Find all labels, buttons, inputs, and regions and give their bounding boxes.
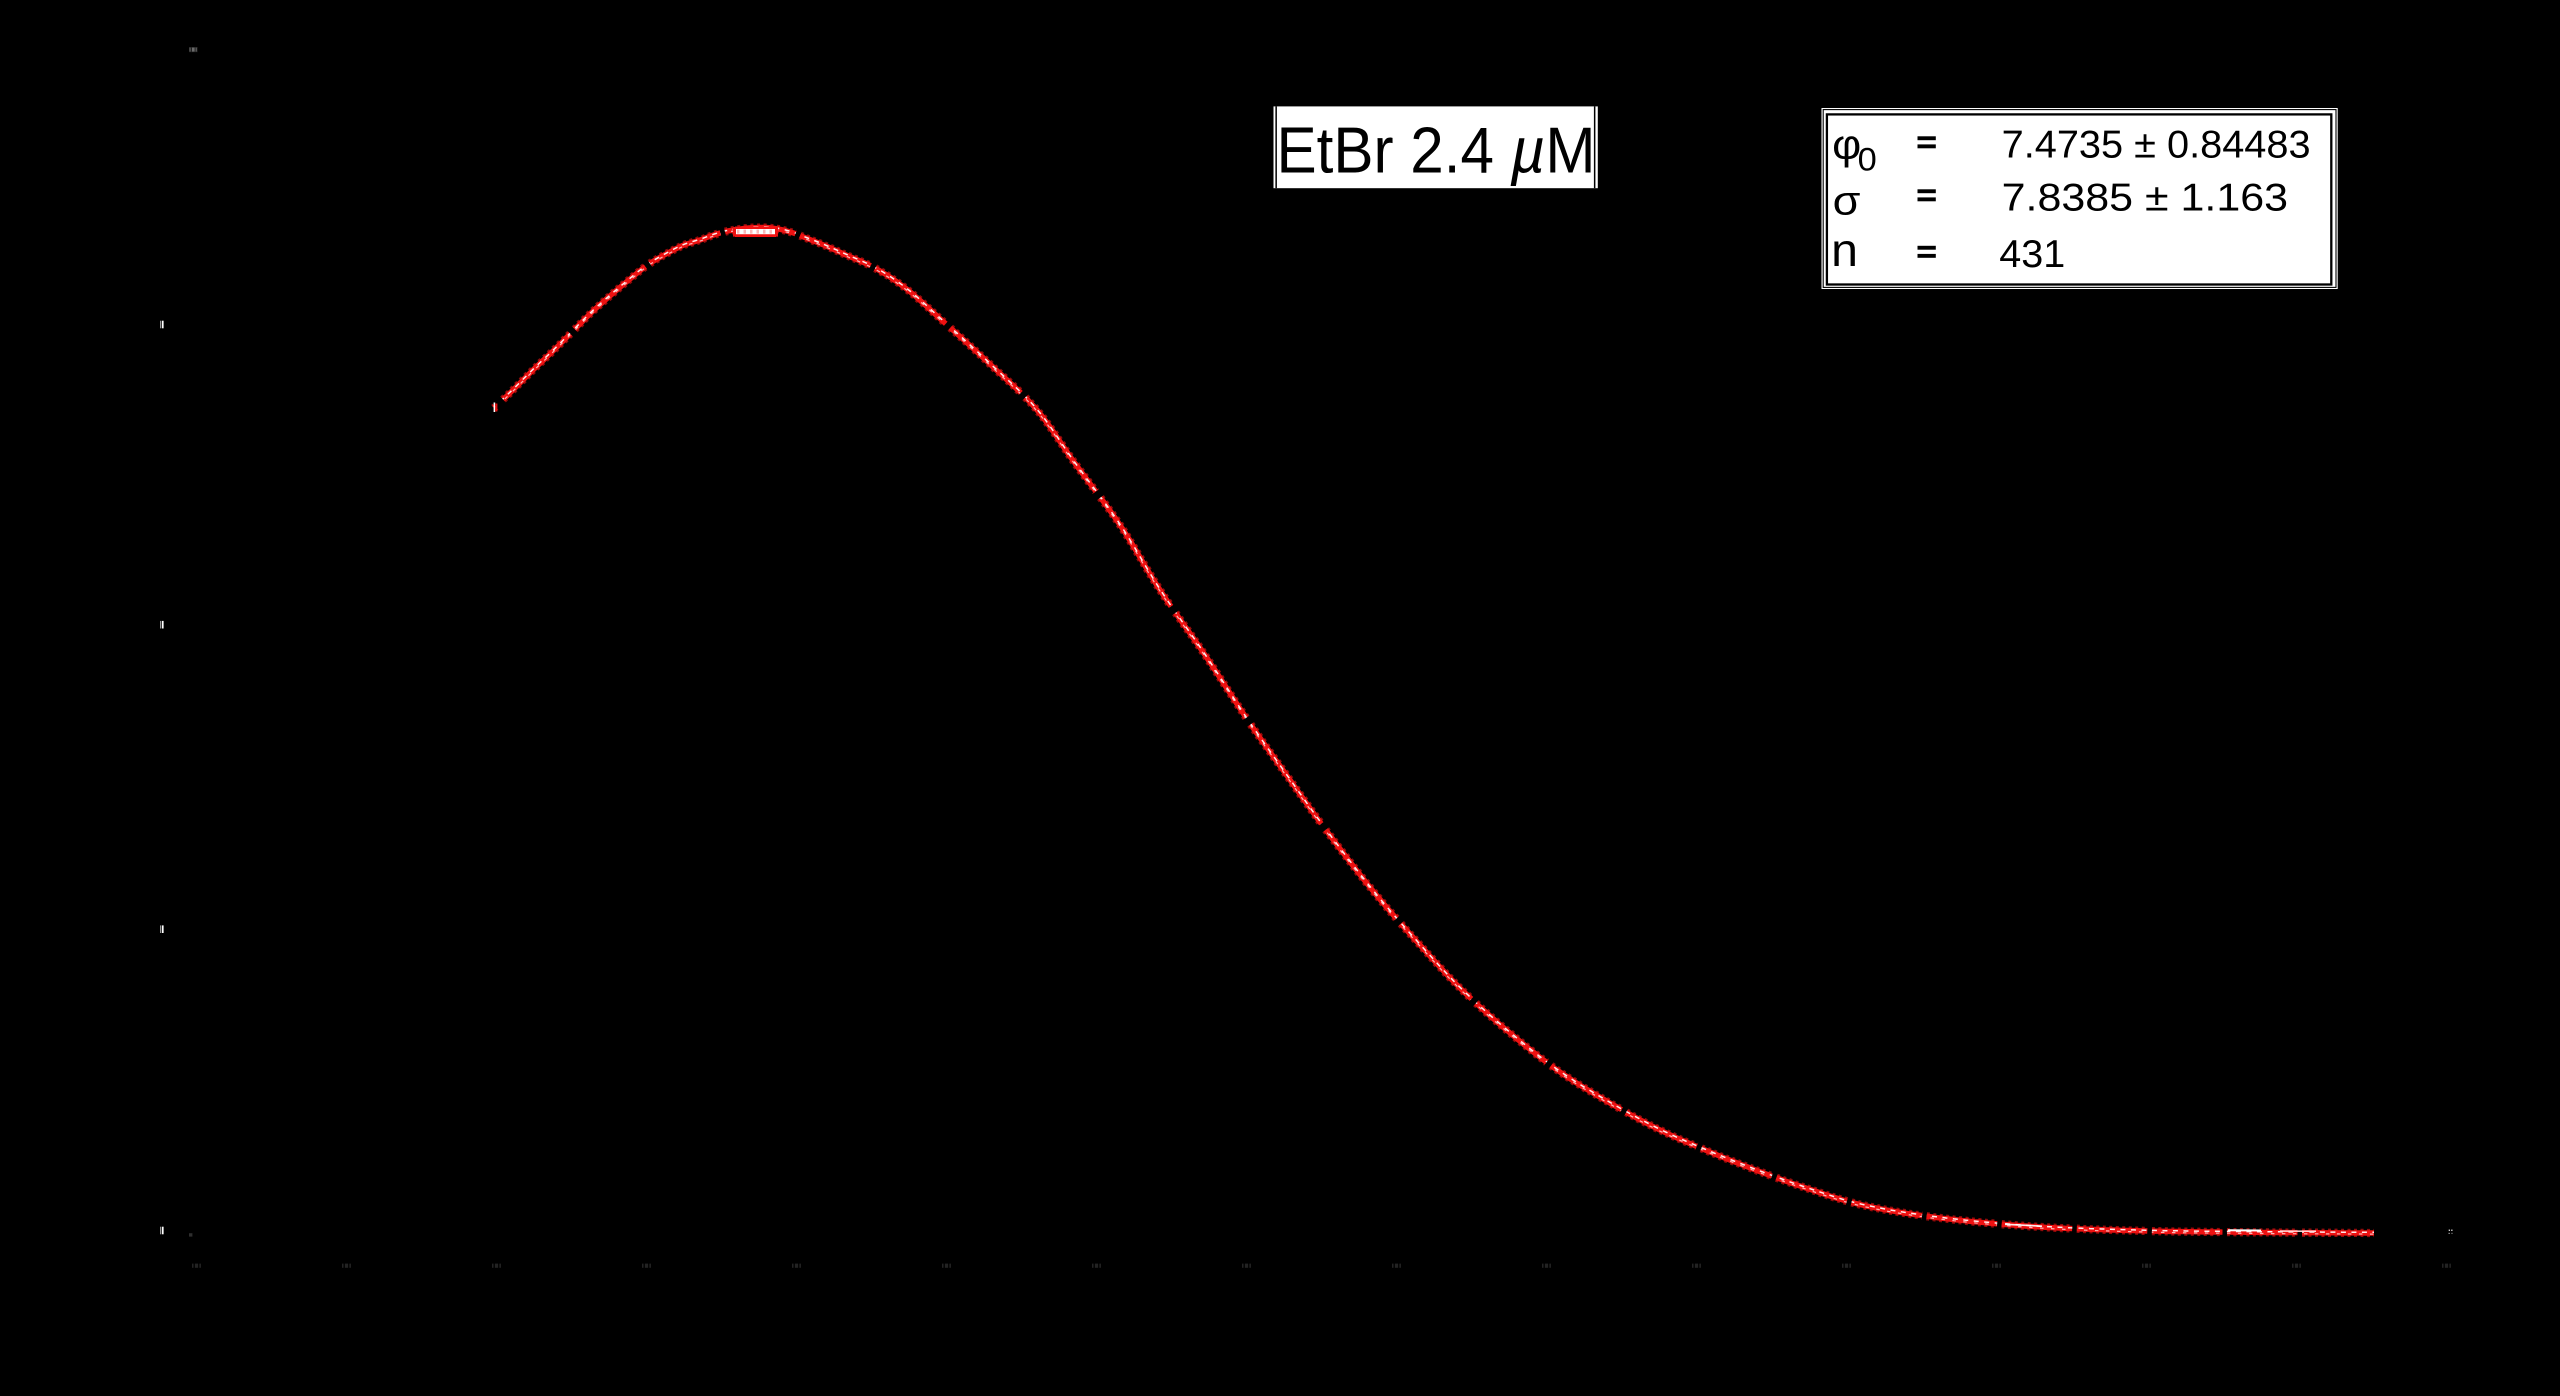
svg-text:0: 0 bbox=[1858, 142, 1877, 178]
svg-text:431: 431 bbox=[1999, 233, 2065, 276]
svg-text:σ: σ bbox=[1833, 178, 1861, 224]
svg-text:n: n bbox=[1831, 224, 1858, 276]
svg-text:7.4735 ± 0.84483: 7.4735 ± 0.84483 bbox=[2002, 124, 2311, 167]
svg-text:7.8385 ± 1.163: 7.8385 ± 1.163 bbox=[2002, 177, 2289, 220]
svg-text:EtBr 2.4 µM: EtBr 2.4 µM bbox=[1277, 113, 1596, 186]
svg-text:φ: φ bbox=[1832, 122, 1861, 168]
